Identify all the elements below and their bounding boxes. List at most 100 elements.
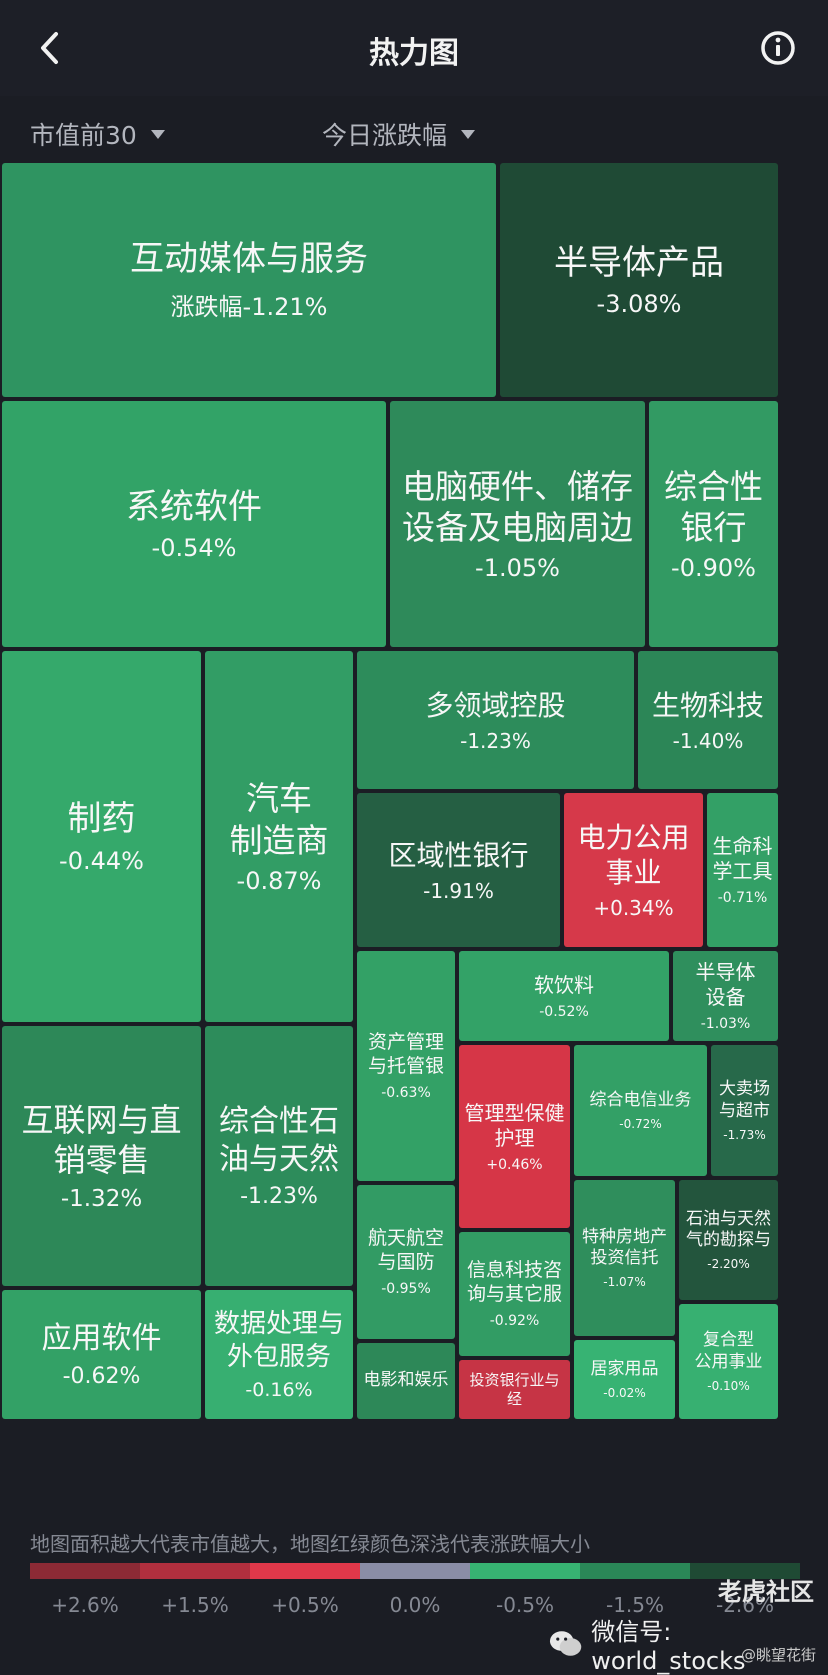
legend-swatch [580,1563,690,1579]
heatmap-tile[interactable]: 生命科 学工具 -0.71% [707,793,778,947]
tile-name: 半导体 设备 [695,960,756,1009]
legend-swatch [30,1563,140,1579]
tile-name: 石油与天然 气的勘探与 [686,1208,771,1250]
legend-label: -0.5% [495,1593,555,1617]
heatmap-tile[interactable]: 航天航空 与国防 -0.95% [357,1185,455,1339]
tile-name: 生物科技 [651,688,764,722]
heatmap-tile[interactable]: 复合型 公用事业 -0.10% [679,1304,778,1419]
tile-name: 数据处理与 外包服务 [213,1309,344,1372]
scope-dropdown[interactable]: 市值前30 [30,116,165,152]
heatmap-tile[interactable]: 半导体 设备 -1.03% [673,951,778,1041]
heatmap-tile[interactable]: 信息科技咨 询与其它服 -0.92% [459,1232,570,1356]
heatmap-tile[interactable]: 综合电信业务 -0.72% [574,1045,707,1176]
tile-name: 半导体产品 [554,242,724,283]
heatmap-tile[interactable]: 电脑硬件、储存 设备及电脑周边 -1.05% [390,401,645,647]
back-button[interactable] [30,28,70,68]
tile-change: 涨跌幅-1.21% [170,292,328,321]
tile-name: 电脑硬件、储存 设备及电脑周边 [402,466,633,547]
tile-name: 投资银行业与经 [469,1370,560,1408]
tile-change: -1.40% [672,728,744,753]
heatmap-tile[interactable]: 居家用品 -0.02% [574,1340,675,1419]
heatmap-tile[interactable]: 半导体产品 -3.08% [500,163,778,397]
legend-swatch [140,1563,250,1579]
heatmap-tile[interactable]: 系统软件 -0.54% [2,401,386,647]
tile-change: -1.07% [603,1275,646,1290]
tile-change: -0.44% [59,846,144,875]
tile-name: 特种房地产 投资信托 [582,1226,667,1268]
heatmap-tile[interactable]: 特种房地产 投资信托 -1.07% [574,1180,675,1336]
tile-change: -3.08% [596,290,682,319]
legend-labels: +2.6% +1.5% +0.5% 0.0% -0.5% -1.5% -2.6% [30,1593,800,1617]
tile-name: 大卖场 与超市 [719,1079,770,1121]
legend-label: +0.5% [271,1593,339,1617]
heatmap-tile[interactable]: 管理型保健 护理 +0.46% [459,1045,570,1228]
tile-change: -0.90% [671,554,756,583]
tile-change: -1.32% [60,1186,143,1212]
heatmap-tile[interactable]: 大卖场 与超市 -1.73% [711,1045,778,1176]
heatmap-tile[interactable]: 综合性 银行 -0.90% [649,401,778,647]
tile-change: -1.23% [240,1184,318,1209]
tile-name: 资产管理 与托管银 [367,1031,444,1077]
legend-label: -1.5% [605,1593,665,1617]
tile-name: 汽车 制造商 [229,779,329,860]
top-bar: 热力图 [0,0,828,96]
tile-change: -1.05% [475,554,560,583]
heatmap-tile[interactable]: 应用软件 -0.62% [2,1290,201,1419]
tile-change: -1.23% [460,728,531,753]
heatmap-tile[interactable]: 区域性银行 -1.91% [357,793,560,947]
heatmap-tile[interactable]: 电力公用 事业 +0.34% [564,793,703,947]
metric-dropdown-label: 今日涨跌幅 [322,121,448,150]
tile-change: -0.16% [245,1379,313,1401]
tile-change: -1.03% [700,1016,751,1032]
tile-change: -0.95% [381,1280,431,1297]
heatmap-tile[interactable]: 汽车 制造商 -0.87% [205,651,353,1022]
legend-swatch [690,1563,800,1579]
heatmap-tile[interactable]: 生物科技 -1.40% [638,651,778,789]
tile-change: -0.63% [381,1084,431,1101]
heatmap-tile[interactable]: 资产管理 与托管银 -0.63% [357,951,455,1181]
legend-label: 0.0% [389,1593,441,1617]
legend-label: +1.5% [161,1593,229,1617]
filter-bar: 市值前30 今日涨跌幅 [0,96,828,168]
tile-change: -1.91% [423,878,494,903]
tile-name: 居家用品 [590,1358,659,1379]
heatmap-tile[interactable]: 软饮料 -0.52% [459,951,669,1041]
legend-color-scale [30,1563,800,1579]
heatmap-tile[interactable]: 多领域控股 -1.23% [357,651,634,789]
tile-change: +0.46% [486,1156,543,1173]
tile-change: -0.87% [236,866,322,895]
tile-name: 多领域控股 [425,688,566,722]
heatmap-tile[interactable]: 互联网与直 销零售 -1.32% [2,1026,201,1286]
page-title: 热力图 [369,36,459,71]
heatmap-tile[interactable]: 互动媒体与服务 涨跌幅-1.21% [2,163,496,397]
heatmap-tile[interactable]: 数据处理与 外包服务 -0.16% [205,1290,353,1419]
tile-name: 航天航空 与国防 [367,1227,444,1273]
wechat-icon [549,1630,582,1656]
legend-swatch [470,1563,580,1579]
sub-watermark: @眺望花街 [740,1646,816,1664]
tile-name: 管理型保健 护理 [464,1100,565,1150]
chevron-left-icon [41,32,58,64]
tile-change: -0.02% [603,1386,646,1401]
heatmap-tile[interactable]: 石油与天然 气的勘探与 -2.20% [679,1180,778,1300]
tile-change: -0.54% [151,534,237,563]
heatmap-tile[interactable]: 电影和娱乐 [357,1343,455,1419]
tile-name: 综合性石 油与天然 [219,1104,339,1177]
tile-change: -0.62% [62,1363,141,1389]
tile-name: 复合型 公用事业 [694,1330,763,1372]
heatmap-tile[interactable]: 综合性石 油与天然 -1.23% [205,1026,353,1286]
legend-label: +2.6% [51,1593,119,1617]
tile-change: +0.34% [593,896,674,920]
tile-name: 软饮料 [534,972,594,997]
metric-dropdown[interactable]: 今日涨跌幅 [322,116,476,152]
heatmap-tile[interactable]: 投资银行业与经 [459,1360,570,1419]
heatmap-tile[interactable]: 制药 -0.44% [2,651,201,1022]
tile-change: -2.20% [707,1257,750,1272]
tile-name: 综合性 银行 [664,466,763,547]
tile-name: 制药 [67,799,136,840]
legend-caption: 地图面积越大代表市值越大，地图红绿颜色深浅代表涨跌幅大小 [30,1532,590,1556]
tile-name: 区域性银行 [388,838,529,872]
info-icon[interactable] [758,28,798,68]
caret-down-icon [150,129,165,139]
tile-name: 生命科 学工具 [712,834,773,883]
